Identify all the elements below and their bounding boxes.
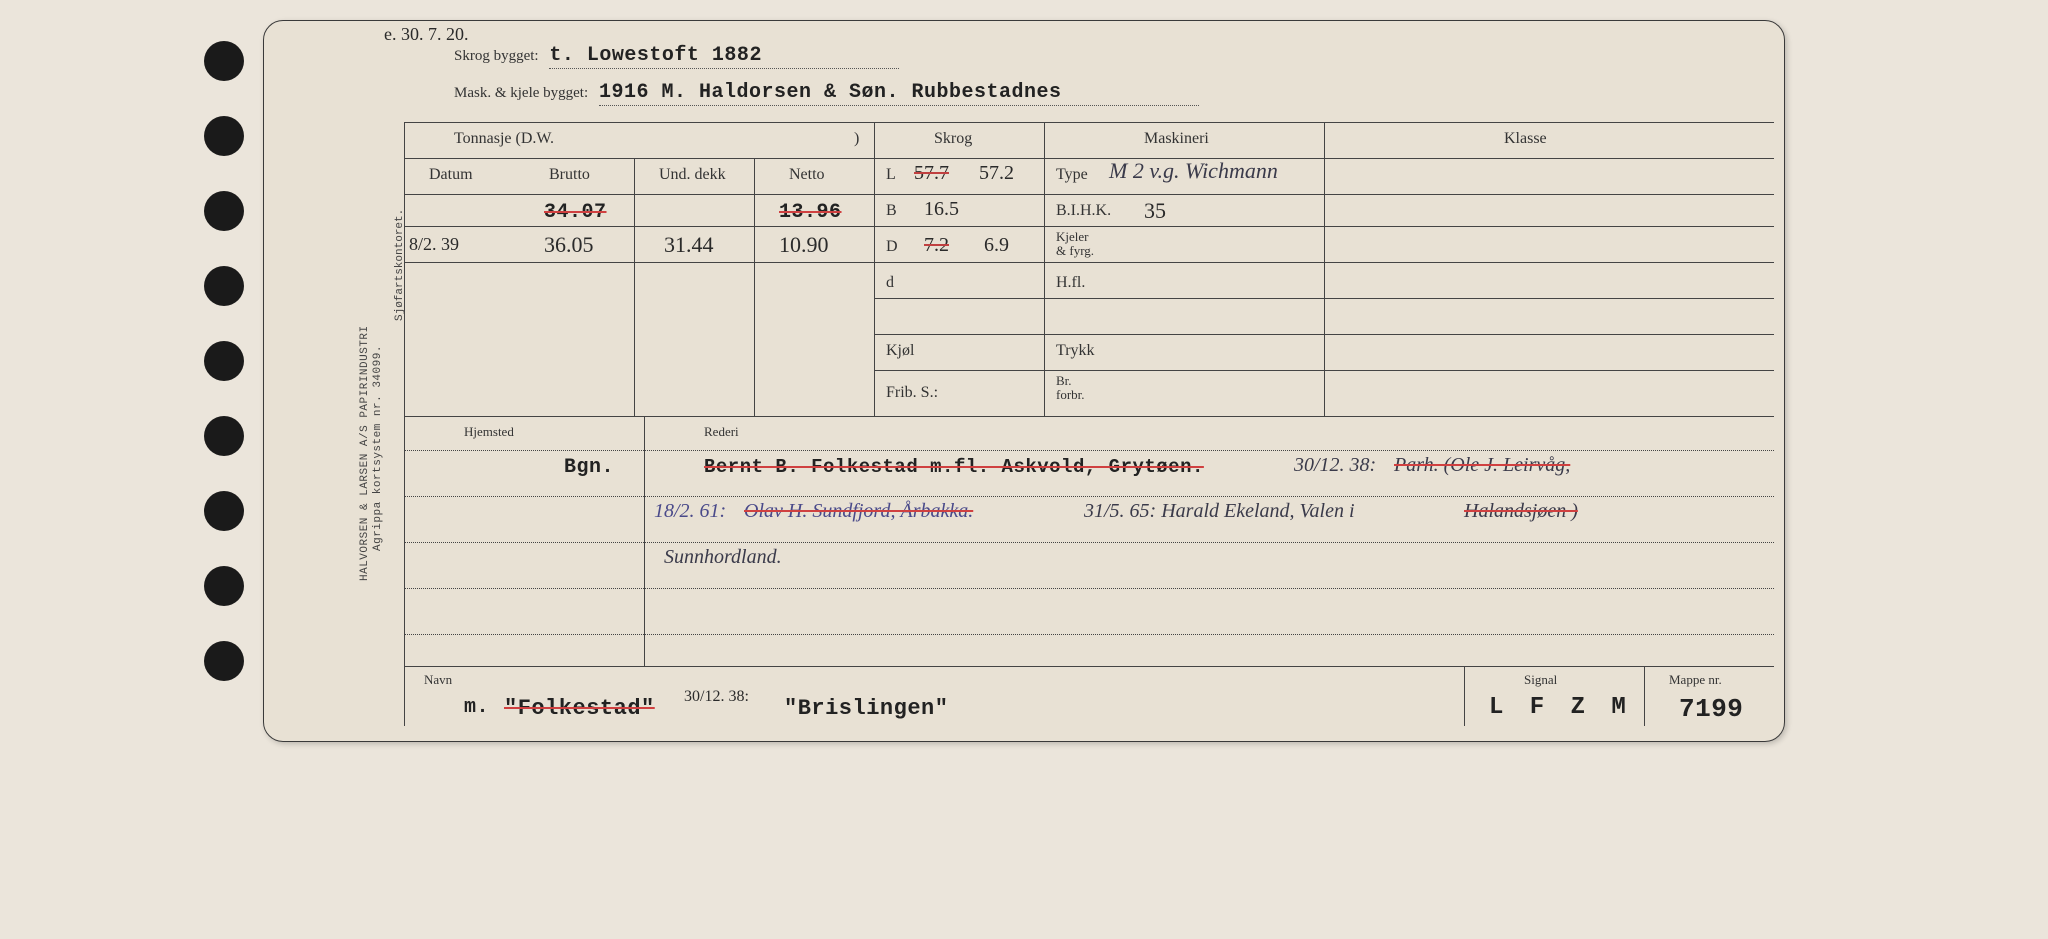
hole xyxy=(204,266,244,306)
l-label: L xyxy=(886,166,896,184)
skrog-label: Skrog xyxy=(934,130,972,148)
brutto-label: Brutto xyxy=(549,166,590,184)
hole xyxy=(204,191,244,231)
l-val: 57.2 xyxy=(979,162,1014,185)
rederi-label: Rederi xyxy=(704,424,739,440)
row2-datum: 8/2. 39 xyxy=(409,234,459,255)
navn-label: Navn xyxy=(424,672,452,688)
rederi-2c: 31/5. 65: Harald Ekeland, Valen i xyxy=(1084,500,1355,523)
type-val: M 2 v.g. Wichmann xyxy=(1109,158,1278,184)
frib-label: Frib. S.: xyxy=(886,384,938,402)
signal-val: L F Z M xyxy=(1489,694,1632,721)
card-content: e. 30. 7. 20. Skrog bygget: t. Lowestoft… xyxy=(404,26,1774,736)
row1-netto: 13.96 xyxy=(779,201,842,224)
b-label: B xyxy=(886,202,897,220)
signal-label: Signal xyxy=(1524,672,1557,688)
l-old: 57.7 xyxy=(914,162,949,185)
d-low-label: d xyxy=(886,274,894,292)
hole xyxy=(204,341,244,381)
side-print-2: Agrippa kortsystem nr. 34099. xyxy=(372,51,384,551)
rederi-2a: 18/2. 61: xyxy=(654,500,726,523)
hjemsted-val: Bgn. xyxy=(564,456,614,479)
row2-netto: 10.90 xyxy=(779,232,829,258)
navn-date: 30/12. 38: xyxy=(684,688,749,706)
d-val: 6.9 xyxy=(984,234,1009,257)
trykk-label: Trykk xyxy=(1056,342,1095,360)
navn-val1: "Folkestad" xyxy=(504,696,655,721)
tonnasje-label: Tonnasje (D.W. xyxy=(454,130,554,148)
b-val: 16.5 xyxy=(924,198,959,221)
index-card: HALVORSEN & LARSEN A/S PAPIRINDUSTRI Agr… xyxy=(263,20,1785,742)
navn-prefix: m. xyxy=(464,696,489,719)
rederi-1c: Parh. (Ole J. Leirvåg, xyxy=(1394,454,1570,477)
netto-label: Netto xyxy=(789,166,825,184)
bihk-label: B.I.H.K. xyxy=(1056,202,1111,220)
mask-label: Mask. & kjele bygget: xyxy=(454,85,588,101)
hole xyxy=(204,416,244,456)
d-cap-label: D xyxy=(886,238,898,256)
mask-bygget-row: Mask. & kjele bygget: 1916 M. Haldorsen … xyxy=(454,81,1199,106)
hole xyxy=(204,116,244,156)
kjol-label: Kjøl xyxy=(886,342,914,360)
hfl-label: H.fl. xyxy=(1056,274,1085,292)
rederi-2d: Halandsjøen ) xyxy=(1464,500,1578,523)
d-old: 7.2 xyxy=(924,234,949,257)
rederi-1a: Bernt B. Folkestad m.fl. Askvold, Grytøe… xyxy=(704,456,1204,478)
unddekk-label: Und. dekk xyxy=(659,166,726,184)
skrog-bygget-row: Skrog bygget: t. Lowestoft 1882 xyxy=(454,44,899,69)
top-annotation: e. 30. 7. 20. xyxy=(384,24,469,45)
rederi-3: Sunnhordland. xyxy=(664,546,782,569)
hole xyxy=(204,641,244,681)
tonnasje-close: ) xyxy=(854,130,859,148)
hole xyxy=(204,41,244,81)
navn-val2: "Brislingen" xyxy=(784,696,948,721)
hole xyxy=(204,566,244,606)
mask-value: 1916 M. Haldorsen & Søn. Rubbestadnes xyxy=(599,81,1199,106)
skrog-bygget-value: t. Lowestoft 1882 xyxy=(549,44,899,69)
skrog-bygget-label: Skrog bygget: xyxy=(454,48,539,64)
mappe-label: Mappe nr. xyxy=(1669,672,1722,688)
maskineri-label: Maskineri xyxy=(1144,130,1209,148)
row1-brutto: 34.07 xyxy=(544,201,607,224)
klasse-label: Klasse xyxy=(1504,130,1547,148)
kjeler-label: Kjeler & fyrg. xyxy=(1056,230,1094,258)
mappe-val: 7199 xyxy=(1679,694,1743,724)
row2-brutto: 36.05 xyxy=(544,232,594,258)
hole xyxy=(204,491,244,531)
side-print-1: HALVORSEN & LARSEN A/S PAPIRINDUSTRI xyxy=(359,81,371,581)
type-label: Type xyxy=(1056,166,1088,184)
rederi-1b: 30/12. 38: xyxy=(1294,454,1376,477)
datum-label: Datum xyxy=(429,166,473,184)
hjemsted-label: Hjemsted xyxy=(464,424,514,440)
row2-und: 31.44 xyxy=(664,232,714,258)
rederi-2b: Olav H. Sundfjord, Årbakka. xyxy=(744,500,973,523)
binder-holes xyxy=(204,41,244,681)
br-label: Br. forbr. xyxy=(1056,374,1085,402)
bihk-val: 35 xyxy=(1144,198,1166,224)
